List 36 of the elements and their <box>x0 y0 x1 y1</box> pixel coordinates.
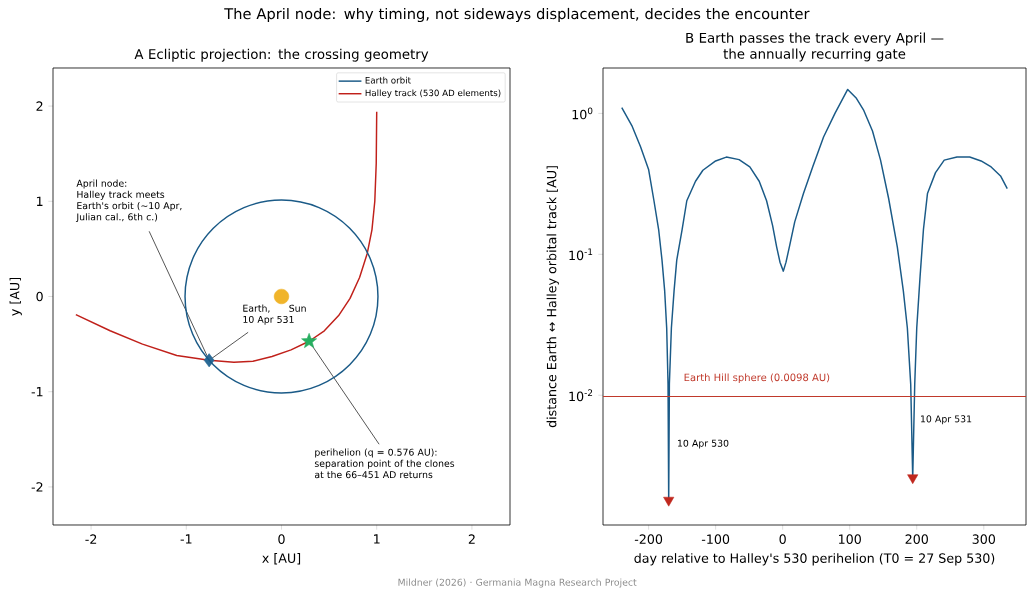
y-tick-label: -1 <box>31 387 43 397</box>
chart-title: B Earth passes the track every April — the annually recurring gate <box>686 32 944 62</box>
x-tick-label: 0 <box>278 534 285 544</box>
annotation: 10 Apr 530 <box>677 439 729 449</box>
y-tick-label: 10$^{0}$ <box>572 107 593 120</box>
x-tick-label: -200 <box>634 534 663 544</box>
annotation: Sun <box>289 304 306 312</box>
x-tick-label: -2 <box>85 534 97 544</box>
annotation: 10 Apr 531 <box>921 415 972 425</box>
x-tick-label: 2 <box>468 534 475 544</box>
y-tick-label: 10$^{-2}$ <box>569 389 593 402</box>
y-tick-label: 0 <box>36 291 43 302</box>
text: Mildner (2026) · Germania Magna Research Project <box>398 578 637 588</box>
point <box>301 332 317 348</box>
x-tick-label: 1 <box>374 534 380 544</box>
y-tick-label: -2 <box>31 482 43 492</box>
x-tick-label: 300 <box>972 534 996 544</box>
x-axis-title: x [AU] <box>262 553 301 565</box>
legend-label: Halley track (530 AD elements) <box>365 89 501 98</box>
annotation: perihelion (q = 0.576 AU): separation point of the clones at the 66–451 AD returns <box>314 448 455 479</box>
x-axis-title: day relative to Halley's 530 perihelion (T0 = 27 Sep 530) <box>634 553 995 566</box>
y-axis-title: distance Earth ↔ Halley orbital track [AU] <box>546 166 559 428</box>
y-tick-label: 2 <box>36 101 43 111</box>
x-tick-label: -100 <box>701 534 730 544</box>
x-tick-label: 100 <box>839 534 861 544</box>
ref-line-label: Earth Hill sphere (0.0098 AU) <box>684 373 830 384</box>
x-tick-label: 0 <box>779 534 786 544</box>
x-tick-label: 200 <box>905 534 928 544</box>
y-axis-title: y [AU] <box>9 277 22 316</box>
x-tick-label: -1 <box>180 534 192 544</box>
chart-subtitle: A Ecliptic projection: the crossing geometry <box>134 48 429 62</box>
y-tick-label: 10$^{-1}$ <box>569 248 593 261</box>
chart-title: The April node: why timing, not sideways displacement, decides the encounter <box>224 7 810 23</box>
annotation: Earth orbit <box>365 76 411 84</box>
y-tick-label: 1 <box>36 196 43 206</box>
annotation: April node: Halley track meets Earth's orbit (~10 Apr, Julian cal., 6th c.) <box>75 179 182 223</box>
